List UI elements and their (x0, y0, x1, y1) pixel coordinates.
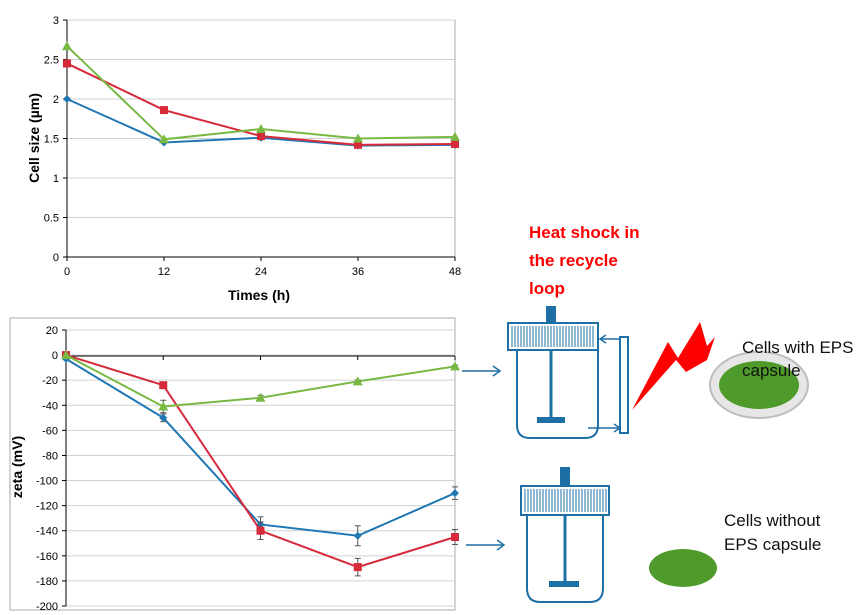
y-tick-label: 2 (53, 94, 59, 106)
reactor2-lid-hatching (524, 489, 607, 512)
zeta-chart-frame (9, 317, 456, 611)
y-tick-label: -100 (36, 476, 58, 488)
cell-size-series (62, 41, 460, 150)
x-tick-label: 0 (64, 266, 70, 278)
data-point (257, 132, 265, 141)
data-point (63, 59, 71, 68)
reactor-with-recycle-loop (507, 306, 629, 439)
y-tick-label: -20 (42, 375, 58, 387)
reactor-vessel (516, 350, 599, 439)
data-point (352, 376, 363, 386)
y-tick-label: 20 (46, 325, 58, 337)
data-point (450, 361, 460, 371)
reactor2-impeller (549, 581, 579, 587)
data-point (159, 134, 169, 144)
y-tick-label: 0.5 (44, 213, 59, 225)
y-tick-label: -200 (36, 601, 58, 613)
heat-shock-line-3: loop (529, 279, 565, 298)
zeta-series (61, 350, 460, 577)
reactor-lid-hatching (511, 326, 594, 347)
data-point (451, 533, 459, 541)
arrow-to-upper-reactor (462, 365, 502, 377)
data-point (159, 413, 168, 422)
data-point (158, 401, 169, 411)
data-point (353, 563, 362, 572)
y-tick-label: -40 (42, 400, 58, 412)
data-point (255, 392, 266, 402)
cell-size-chart: 0 0.5 1 1.5 2 2.5 3 0 12 24 36 48 Cell size (µm) Ti… (26, 15, 461, 303)
data-point (160, 106, 168, 115)
reactor2-vessel (526, 515, 604, 603)
y-tick-label: -180 (36, 576, 58, 588)
x-tick-label: 36 (352, 266, 364, 278)
heat-shock-label: Heat shock in the recycle loop (529, 223, 640, 298)
x-tick-label: 12 (158, 266, 170, 278)
cell-size-y-axis-title: Cell size (µm) (26, 93, 42, 183)
y-tick-label: -120 (36, 501, 58, 513)
cells-with-eps-label-1: Cells with EPS (742, 338, 853, 357)
recycle-return-arrowhead (598, 334, 607, 344)
data-point (354, 140, 362, 149)
y-tick-label: 1.5 (44, 134, 59, 146)
cells-without-eps-label-2: EPS capsule (724, 535, 821, 554)
y-tick-label: 1 (53, 173, 59, 185)
heat-shock-lightning-icon (632, 322, 715, 410)
cells-with-eps-label-2: capsule (742, 361, 801, 380)
y-tick-label: -80 (42, 450, 58, 462)
cell-size-axes (63, 19, 456, 261)
heat-shock-line-1: Heat shock in (529, 223, 640, 242)
y-tick-label: 0 (53, 252, 59, 264)
reactor-lid (507, 322, 599, 351)
arrow-to-lower-reactor (466, 539, 506, 551)
data-point (256, 124, 266, 134)
x-tick-label: 48 (449, 266, 461, 278)
cells-without-eps-label-1: Cells without (724, 511, 821, 530)
recycle-loop-tube (619, 336, 629, 434)
recycle-out-arrowhead (613, 423, 622, 433)
zeta-chart: 200-20-40-60-80-100-120-140-160-180-200 … (9, 317, 460, 613)
y-tick-label: 0 (52, 350, 58, 362)
data-point (256, 526, 265, 535)
y-tick-label: -140 (36, 526, 58, 538)
y-tick-label: -160 (36, 551, 58, 563)
reactor-without-recycle-loop (520, 467, 610, 603)
cell-size-x-axis-title: Times (h) (228, 287, 290, 303)
heat-shock-line-2: the recycle (529, 251, 618, 270)
zeta-gridlines (66, 329, 455, 607)
data-point (159, 381, 168, 390)
data-point (63, 95, 71, 103)
y-tick-label: -60 (42, 425, 58, 437)
data-point (451, 140, 459, 149)
reactor2-top-cap (560, 467, 570, 485)
reactor-impeller (537, 417, 565, 423)
x-tick-label: 24 (255, 266, 267, 278)
cell-with-eps-capsule-icon (709, 351, 809, 419)
data-point (62, 41, 72, 51)
data-point (451, 489, 459, 498)
cell-size-tick-labels: 0 0.5 1 1.5 2 2.5 3 0 12 24 36 48 (44, 15, 461, 278)
y-tick-label: 2.5 (44, 55, 59, 67)
data-point (450, 131, 460, 141)
data-point (353, 133, 363, 143)
cell-without-eps-capsule-icon (649, 549, 717, 587)
reactor-top-cap (546, 306, 556, 324)
zeta-y-axis-title: zeta (mV) (9, 436, 25, 498)
zeta-tick-labels: 20 0 -20 -40 -60 -80 -100 -120 -140 -160 -180 -200 (36, 325, 58, 613)
data-point (61, 350, 71, 360)
data-point (353, 531, 362, 540)
y-tick-label: 3 (53, 15, 59, 27)
